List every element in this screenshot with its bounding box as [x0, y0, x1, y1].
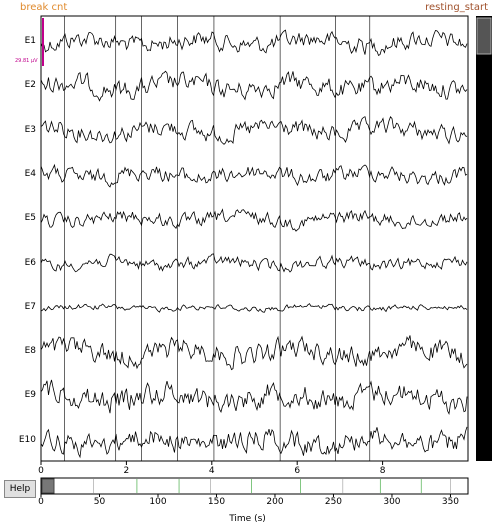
channel-label-e10[interactable]: E10 — [18, 434, 36, 445]
help-button[interactable]: Help — [4, 480, 36, 498]
channel-label-e3[interactable]: E3 — [24, 124, 36, 135]
trace-e9 — [40, 379, 468, 415]
overview-window[interactable] — [41, 478, 55, 494]
plot-frame — [40, 15, 469, 462]
overview-tick-label: 300 — [383, 497, 401, 507]
trace-e1 — [40, 29, 468, 56]
x-tick-label: 0 — [38, 466, 44, 476]
overview-tick-label: 350 — [441, 497, 460, 507]
channel-label-e6[interactable]: E6 — [24, 257, 36, 268]
trace-e3 — [40, 116, 468, 145]
trace-e8 — [40, 335, 468, 371]
vertical-scrollbar[interactable] — [476, 16, 492, 461]
overview-tick-label: 0 — [38, 497, 44, 507]
x-tick-label: 4 — [208, 466, 215, 476]
trace-e2 — [40, 70, 468, 102]
channel-label-e9[interactable]: E9 — [24, 390, 36, 401]
channel-traces — [40, 29, 468, 459]
annotation-label-left: break cnt — [20, 2, 68, 13]
trace-e5 — [40, 208, 468, 232]
scale-bar-label: 29.81 µV — [15, 58, 38, 64]
overview-event-markers — [93, 479, 451, 493]
trace-e4 — [40, 163, 468, 188]
overview-tick-label: 50 — [93, 497, 106, 507]
x-tick-label: 8 — [379, 466, 386, 476]
overview-tick-label: 150 — [207, 497, 226, 507]
x-axis-label: Time (s) — [229, 514, 266, 524]
trace-e7 — [40, 303, 468, 313]
channel-label-e2[interactable]: E2 — [24, 80, 36, 91]
channel-label-e7[interactable]: E7 — [24, 301, 36, 312]
vertical-scrollbar-thumb[interactable] — [476, 17, 492, 55]
x-tick-label: 6 — [294, 466, 301, 476]
trace-e10 — [40, 426, 468, 459]
x-axis-ticks — [40, 461, 384, 465]
channel-label-e5[interactable]: E5 — [24, 213, 36, 224]
channel-label-e1[interactable]: E1 — [24, 36, 36, 46]
trace-e6 — [40, 253, 468, 273]
overview-axis-ticks — [40, 494, 451, 497]
x-tick-label: 2 — [123, 466, 130, 476]
overview-tick-label: 200 — [266, 497, 284, 507]
overview-tick-label: 100 — [149, 497, 167, 507]
channel-label-e4[interactable]: E4 — [24, 168, 36, 179]
overview-bar[interactable] — [40, 477, 469, 495]
annotation-label-right: resting_start — [425, 2, 488, 13]
channel-label-e8[interactable]: E8 — [24, 346, 36, 357]
overview-tick-label: 250 — [324, 497, 343, 507]
